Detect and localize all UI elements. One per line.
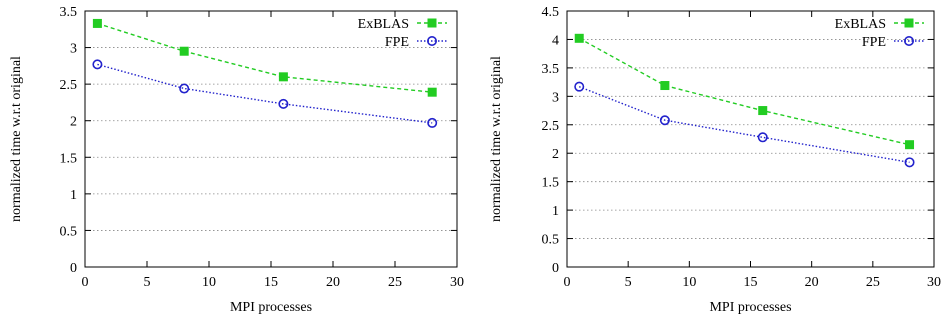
series-line-exblas <box>97 22 433 93</box>
y-tick-label: 2.5 <box>542 119 560 134</box>
y-tick-label: 1 <box>552 204 559 219</box>
legend-label-exblas: ExBLAS <box>358 17 409 32</box>
data-point-fpe <box>179 83 190 94</box>
legend-marker-exblas <box>904 18 914 28</box>
y-tick-label: 3.5 <box>60 5 78 20</box>
x-tick-label: 25 <box>866 275 880 290</box>
data-point-exblas <box>278 72 288 82</box>
x-tick-label: 5 <box>625 275 632 290</box>
y-tick-label: 0.5 <box>60 224 78 239</box>
data-point-fpe <box>278 98 289 109</box>
series-fpe <box>574 81 915 168</box>
legend-label-exblas: ExBLAS <box>835 17 886 32</box>
data-point-exblas <box>905 140 915 150</box>
y-tick-label: 1 <box>70 188 77 203</box>
series-line-fpe <box>578 86 910 163</box>
y-axis-label: normalized time w.r.t original <box>489 56 504 222</box>
y-tick-label: 2 <box>70 115 77 130</box>
chart-right: 0 0.5 1 1.5 2 2.5 3 3.5 4 4.5 0 5 10 15 20 25 30 MPI proc… <box>489 5 941 315</box>
legend: ExBLAS FPE <box>835 17 924 50</box>
y-tick-label: 0.5 <box>542 233 560 248</box>
x-tick-label: 15 <box>744 275 758 290</box>
data-point-fpe <box>92 59 103 70</box>
x-tick-label: 0 <box>564 275 571 290</box>
y-tick-label: 2.5 <box>60 78 78 93</box>
y-tick-label: 1.5 <box>60 151 78 166</box>
series-exblas <box>92 18 437 97</box>
series-fpe <box>92 59 438 128</box>
x-tick-label: 30 <box>450 275 464 290</box>
chart-left: 0 0.5 1 1.5 2 2.5 3 3.5 0 5 10 15 20 25 30 MPI processe… <box>9 5 464 315</box>
series-exblas <box>574 33 915 150</box>
x-axis-label: MPI processes <box>709 300 791 315</box>
y-axis-label: normalized time w.r.t original <box>9 56 24 222</box>
x-tick-label: 20 <box>805 275 819 290</box>
data-point-fpe <box>757 132 768 143</box>
data-point-exblas <box>574 33 584 43</box>
x-tick-label: 20 <box>326 275 340 290</box>
y-tick-label: 3 <box>552 90 559 105</box>
y-tick-label: 3 <box>70 42 77 57</box>
y-tick-label: 0 <box>70 261 77 276</box>
x-tick-label: 10 <box>202 275 216 290</box>
data-point-exblas <box>758 106 768 116</box>
data-point-exblas <box>427 87 437 97</box>
x-tick-label: 25 <box>388 275 402 290</box>
y-tick-label: 3.5 <box>542 62 560 77</box>
legend-marker-fpe <box>903 35 914 46</box>
x-tick-label: 0 <box>82 275 89 290</box>
legend-label-fpe: FPE <box>862 35 886 50</box>
y-tick-label: 4.5 <box>542 5 560 20</box>
legend-marker-fpe <box>426 35 437 46</box>
legend-label-fpe: FPE <box>385 35 409 50</box>
x-tick-label: 10 <box>682 275 696 290</box>
data-point-fpe <box>904 157 915 168</box>
data-point-exblas <box>660 81 670 91</box>
x-tick-label: 30 <box>927 275 941 290</box>
x-tick-label: 5 <box>144 275 151 290</box>
data-point-fpe <box>427 117 438 128</box>
legend: ExBLAS FPE <box>358 17 447 50</box>
data-point-fpe <box>574 81 585 92</box>
series-line-fpe <box>97 63 433 124</box>
data-point-exblas <box>92 18 102 28</box>
data-point-fpe <box>659 115 670 126</box>
series-line-exblas <box>578 37 910 146</box>
x-axis-label: MPI processes <box>230 300 312 315</box>
y-tick-label: 1.5 <box>542 176 560 191</box>
y-tick-label: 0 <box>552 261 559 276</box>
x-tick-label: 15 <box>264 275 278 290</box>
y-tick-label: 2 <box>552 147 559 162</box>
data-point-exblas <box>179 46 189 56</box>
y-tick-label: 4 <box>552 33 559 48</box>
legend-marker-exblas <box>427 18 437 28</box>
